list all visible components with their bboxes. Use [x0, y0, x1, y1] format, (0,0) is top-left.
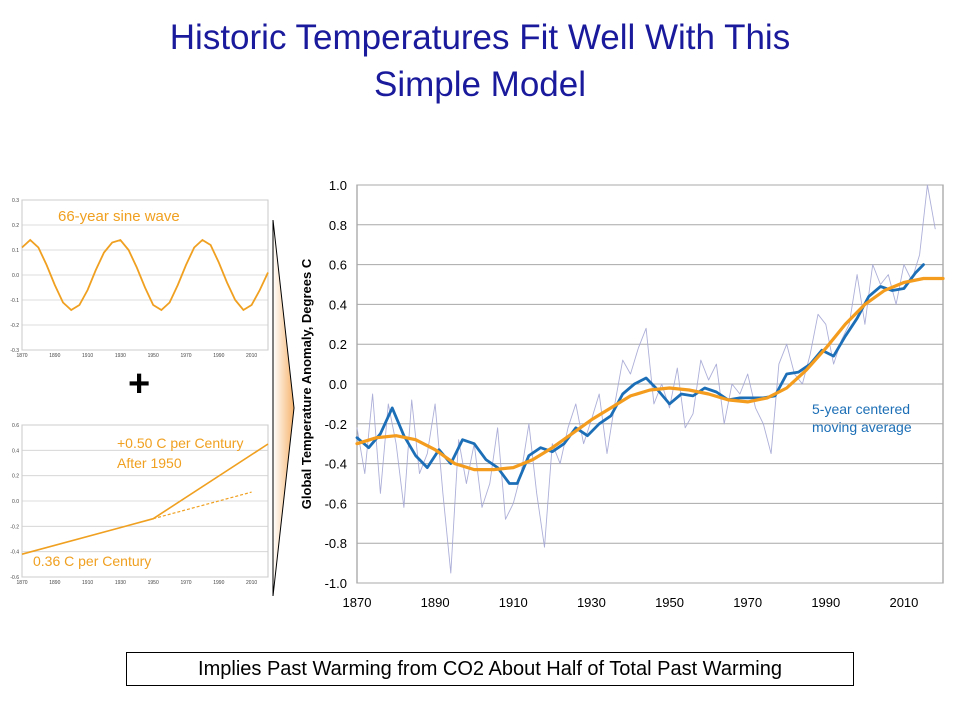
arrow-shape	[272, 219, 295, 597]
x-tick-label: 1910	[82, 353, 93, 359]
main-chart-svg: 1.0 0.8 0.6 0.4 0.2 0.0 -0.2 -0.4 -0.6 -0.8 -1.0 1…	[299, 178, 945, 610]
x-tick-label: 1890	[49, 353, 60, 359]
title-line-1: Historic Temperatures Fit Well With This	[169, 18, 791, 57]
y-tick-label: 0.0	[12, 499, 19, 505]
main-x-tick-label: 1930	[577, 595, 606, 610]
x-tick-label: 1910	[82, 580, 93, 586]
main-x-tick-label: 1910	[499, 595, 528, 610]
y-tick-label: 0.2	[12, 223, 19, 229]
y-tick-label: 0.1	[12, 248, 19, 254]
main-temperature-chart: 1.0 0.8 0.6 0.4 0.2 0.0 -0.2 -0.4 -0.6 -0.8 -1.0 1…	[296, 172, 956, 612]
main-y-tick-label: 0.4	[329, 297, 347, 312]
y-tick-label: 0.4	[12, 448, 19, 454]
trend-line-dashed	[153, 491, 252, 520]
x-tick-label: 1970	[180, 353, 191, 359]
model-fit-line	[355, 276, 945, 472]
y-tick-label: 0.0	[12, 273, 19, 279]
main-y-tick-label: 1.0	[329, 178, 347, 193]
five-year-average-line	[355, 263, 925, 485]
main-y-tick-label: -1.0	[325, 576, 347, 591]
moving-average-label-line1: 5-year centered	[812, 401, 910, 417]
main-x-tick-label: 1950	[655, 595, 684, 610]
linear-trend-panel: 0.6 0.4 0.2 0.0 -0.2 -0.4 -0.6 1870 1890 1910 193…	[6, 422, 270, 594]
main-y-tick-label: -0.6	[325, 496, 347, 511]
linear-trend-chart: 0.6 0.4 0.2 0.0 -0.2 -0.4 -0.6 1870 1890 1910 193…	[10, 423, 269, 586]
trend-after-1950-sublabel: After 1950	[117, 455, 182, 471]
y-tick-label: -0.2	[10, 323, 19, 329]
x-tick-label: 2010	[246, 580, 257, 586]
sine-wave-label: 66-year sine wave	[58, 208, 180, 225]
x-tick-label: 1930	[115, 580, 126, 586]
x-tick-label: 1990	[213, 353, 224, 359]
main-x-tick-label: 1870	[343, 595, 372, 610]
x-tick-label: 2010	[246, 353, 257, 359]
main-y-tick-label: -0.4	[325, 457, 347, 472]
main-y-tick-label: 0.2	[329, 337, 347, 352]
caption-box: Implies Past Warming from CO2 About Half…	[126, 652, 854, 686]
y-tick-label: -0.6	[10, 575, 19, 581]
main-y-tick-label: -0.2	[325, 417, 347, 432]
main-x-tick-label: 1990	[811, 595, 840, 610]
moving-average-label-line2: moving average	[812, 419, 912, 435]
main-y-tick-label: -0.8	[325, 536, 347, 551]
main-y-axis-label: Global Temperature Anomaly, Degrees C	[299, 258, 314, 509]
y-tick-label: -0.3	[10, 348, 19, 354]
sine-wave-line	[21, 238, 269, 312]
y-tick-label: 0.3	[12, 198, 19, 204]
x-tick-label: 1990	[213, 580, 224, 586]
x-tick-label: 1870	[16, 353, 27, 359]
trend-line-solid	[21, 443, 269, 555]
main-x-tick-label: 1890	[421, 595, 450, 610]
sine-wave-chart: 0.3 0.2 0.1 0.0 -0.1 -0.2 -0.3 1870 1890 1910 193…	[10, 198, 269, 359]
main-x-tick-label: 1970	[733, 595, 762, 610]
main-y-tick-label: 0.0	[329, 377, 347, 392]
sine-wave-panel: 0.3 0.2 0.1 0.0 -0.1 -0.2 -0.3 1870 1890 1910 193…	[6, 197, 270, 360]
title-line-2: Simple Model	[373, 65, 587, 104]
trend-after-1950-label: +0.50 C per Century	[117, 435, 243, 451]
y-tick-label: -0.4	[10, 550, 19, 556]
trend-base-label: 0.36 C per Century	[33, 553, 151, 569]
x-tick-label: 1970	[180, 580, 191, 586]
x-tick-label: 1950	[148, 580, 159, 586]
x-tick-label: 1870	[16, 580, 27, 586]
slide-title: Historic Temperatures Fit Well With This…	[60, 14, 900, 108]
y-tick-label: -0.2	[10, 524, 19, 530]
main-y-tick-label: 0.8	[329, 218, 347, 233]
y-tick-label: 0.6	[12, 423, 19, 429]
main-y-tick-label: 0.6	[329, 258, 347, 273]
main-x-tick-label: 2010	[889, 595, 918, 610]
x-tick-label: 1950	[148, 353, 159, 359]
y-tick-label: 0.2	[12, 474, 19, 480]
plus-sign: +	[128, 363, 151, 405]
y-tick-label: -0.1	[10, 298, 19, 304]
x-tick-label: 1890	[49, 580, 60, 586]
x-tick-label: 1930	[115, 353, 126, 359]
